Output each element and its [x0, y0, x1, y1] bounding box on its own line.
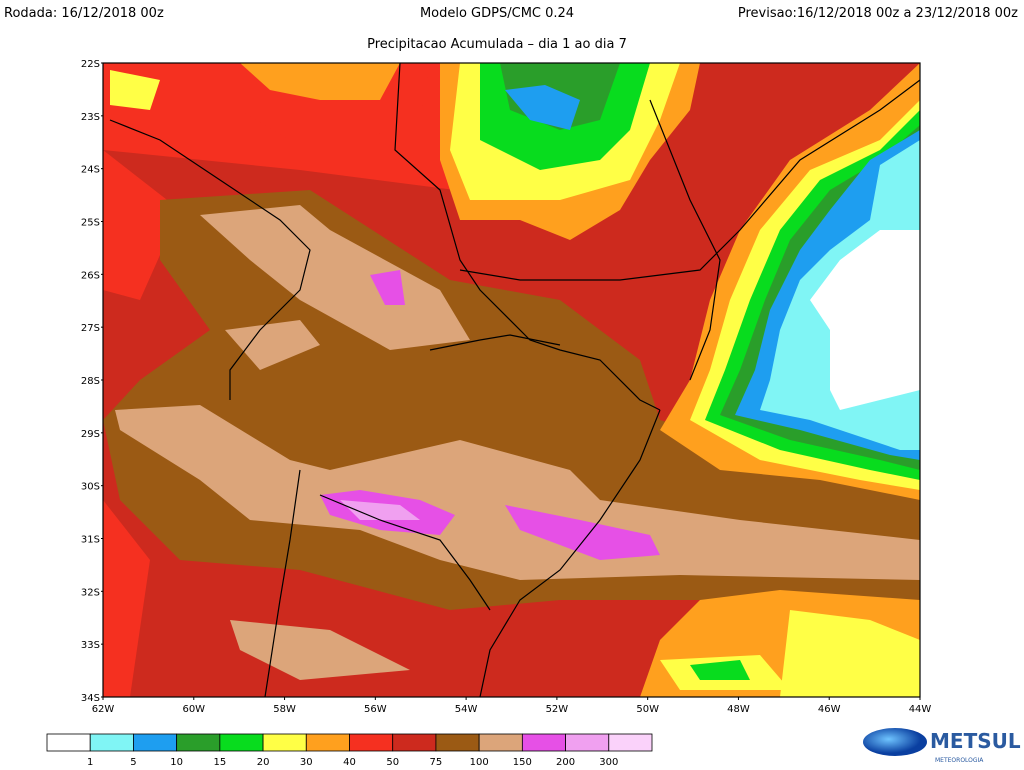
colorbar-label: 1 — [87, 757, 93, 768]
logo-tagline: METEOROLOGIA — [935, 757, 984, 764]
lon-label: 60W — [182, 704, 205, 715]
run-label: Rodada: 16/12/2018 00z — [4, 6, 164, 21]
colorbar-label: 200 — [556, 757, 575, 768]
lat-label: 34S — [81, 693, 100, 704]
lat-label: 22S — [81, 59, 100, 70]
lon-label: 46W — [818, 704, 841, 715]
logo: METSUL METEOROLOGIA — [863, 728, 1021, 764]
colorbar-swatch — [565, 733, 610, 752]
lon-label: 52W — [546, 704, 569, 715]
logo-globe — [863, 728, 927, 756]
colorbar-swatch — [435, 733, 480, 752]
subtitle: Precipitacao Acumulada – dia 1 ao dia 7 — [367, 37, 627, 52]
colorbar-swatch — [521, 733, 566, 752]
lat-label: 30S — [81, 482, 100, 493]
precip-field — [103, 63, 920, 697]
colorbar-label: 30 — [300, 757, 313, 768]
colorbar-label: 75 — [430, 757, 443, 768]
colorbar-swatch — [478, 733, 523, 752]
lat-label: 23S — [81, 112, 100, 123]
lat-label: 29S — [81, 429, 100, 440]
colorbar-label: 100 — [470, 757, 489, 768]
colorbar-swatch — [608, 733, 653, 752]
colorbar-swatch — [46, 733, 91, 752]
lon-label: 54W — [455, 704, 478, 715]
colorbar-swatch — [89, 733, 134, 752]
lon-label: 58W — [273, 704, 296, 715]
colorbar-swatch — [219, 733, 264, 752]
forecast-label: Previsao:16/12/2018 00z a 23/12/2018 00z — [738, 6, 1018, 21]
lat-label: 31S — [81, 535, 100, 546]
model-label: Modelo GDPS/CMC 0.24 — [420, 6, 574, 21]
logo-name: METSUL — [930, 729, 1021, 753]
lon-label: 44W — [909, 704, 932, 715]
colorbar-swatch — [349, 733, 394, 752]
colorbar-label: 150 — [513, 757, 532, 768]
colorbar-label: 40 — [343, 757, 356, 768]
lat-label: 27S — [81, 323, 100, 334]
lat-label: 32S — [81, 587, 100, 598]
lon-label: 56W — [364, 704, 387, 715]
lat-label: 24S — [81, 165, 100, 176]
colorbar-label: 50 — [386, 757, 399, 768]
colorbar-label: 10 — [170, 757, 183, 768]
lat-label: 33S — [81, 640, 100, 651]
colorbar-label: 5 — [130, 757, 136, 768]
lon-label: 48W — [727, 704, 750, 715]
lat-label: 28S — [81, 376, 100, 387]
colorbar-label: 15 — [213, 757, 226, 768]
colorbar-swatch — [262, 733, 307, 752]
colorbar-label: 20 — [257, 757, 270, 768]
colorbar-swatch — [133, 733, 178, 752]
lon-label: 50W — [636, 704, 659, 715]
colorbar-swatch — [305, 733, 350, 752]
colorbar-label: 300 — [599, 757, 618, 768]
lat-label: 26S — [81, 270, 100, 281]
lat-label: 25S — [81, 218, 100, 229]
colorbar-swatch — [176, 733, 221, 752]
lon-label: 62W — [92, 704, 115, 715]
colorbar-swatch — [392, 733, 437, 752]
